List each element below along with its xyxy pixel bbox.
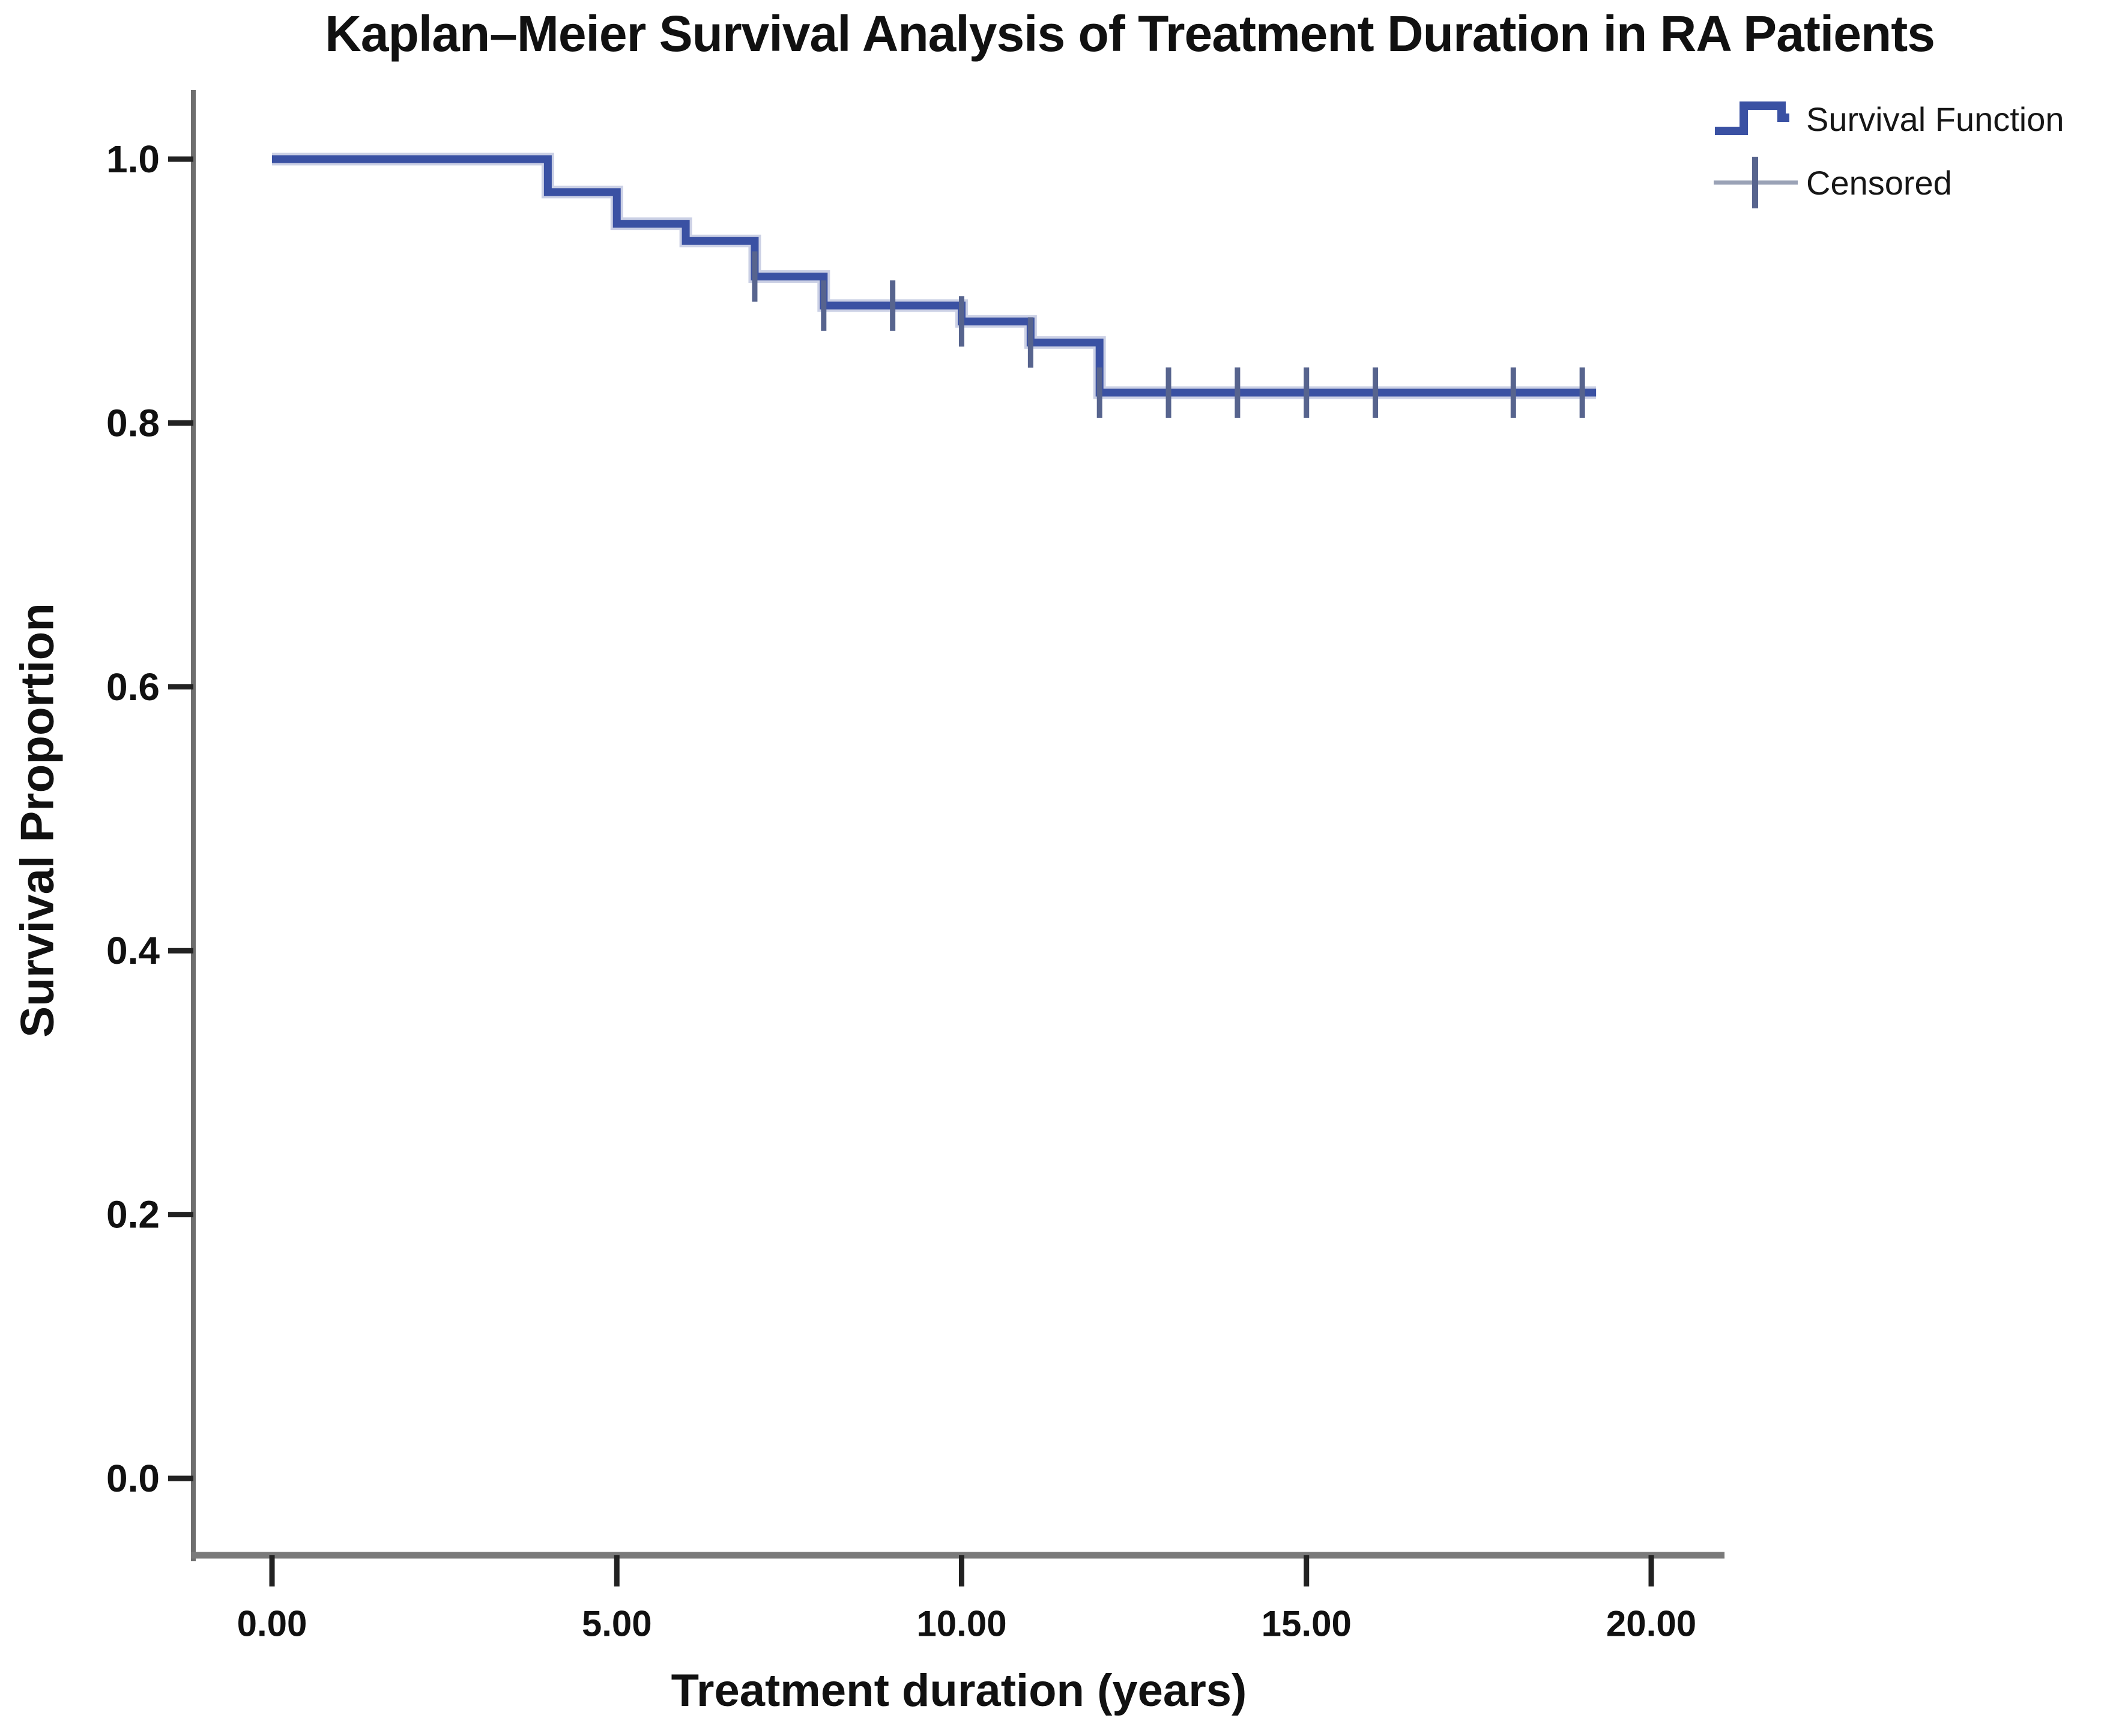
y-tick-label: 0.4 <box>106 929 160 972</box>
y-tick-label: 0.0 <box>106 1457 160 1500</box>
censor-mark <box>1373 367 1379 418</box>
censor-mark <box>1096 367 1102 418</box>
censor-mark <box>821 280 827 331</box>
legend-row-censored: Censored <box>1712 155 2064 210</box>
x-tick-label: 15.00 <box>1262 1604 1352 1644</box>
survival-curve <box>272 155 1597 397</box>
x-tick-label: 5.00 <box>582 1604 652 1644</box>
censor-mark <box>1579 367 1585 418</box>
censor-mark <box>890 280 896 331</box>
x-axis-label: Treatment duration (years) <box>671 1665 1247 1716</box>
x-tick-label: 10.00 <box>916 1604 1006 1644</box>
y-tick-label: 0.8 <box>106 401 160 444</box>
censor-mark <box>1165 367 1171 418</box>
censor-mark <box>959 296 964 347</box>
y-tick-label: 0.2 <box>106 1193 160 1236</box>
legend-label-censored: Censored <box>1806 163 1952 202</box>
censor-mark <box>1304 367 1310 418</box>
censor-mark <box>1027 317 1033 368</box>
censored-legend-icon <box>1714 157 1798 208</box>
censor-mark <box>1235 367 1241 418</box>
survival-function-legend-icon <box>1715 101 1789 135</box>
censor-mark <box>1510 367 1516 418</box>
x-tick-label: 0.00 <box>237 1604 307 1644</box>
censor-mark <box>752 251 758 302</box>
x-tick-label: 20.00 <box>1606 1604 1696 1644</box>
legend-row-survival-function: Survival Function <box>1712 91 2064 147</box>
y-tick-label: 0.6 <box>106 665 160 709</box>
chart-title: Kaplan–Meier Survival Analysis of Treatm… <box>325 5 1935 62</box>
legend-label-survival-function: Survival Function <box>1806 100 2064 138</box>
legend: Survival Function Censored <box>1712 91 2064 210</box>
y-tick-label: 1.0 <box>106 138 160 181</box>
survival-curve-halo <box>272 153 1597 399</box>
